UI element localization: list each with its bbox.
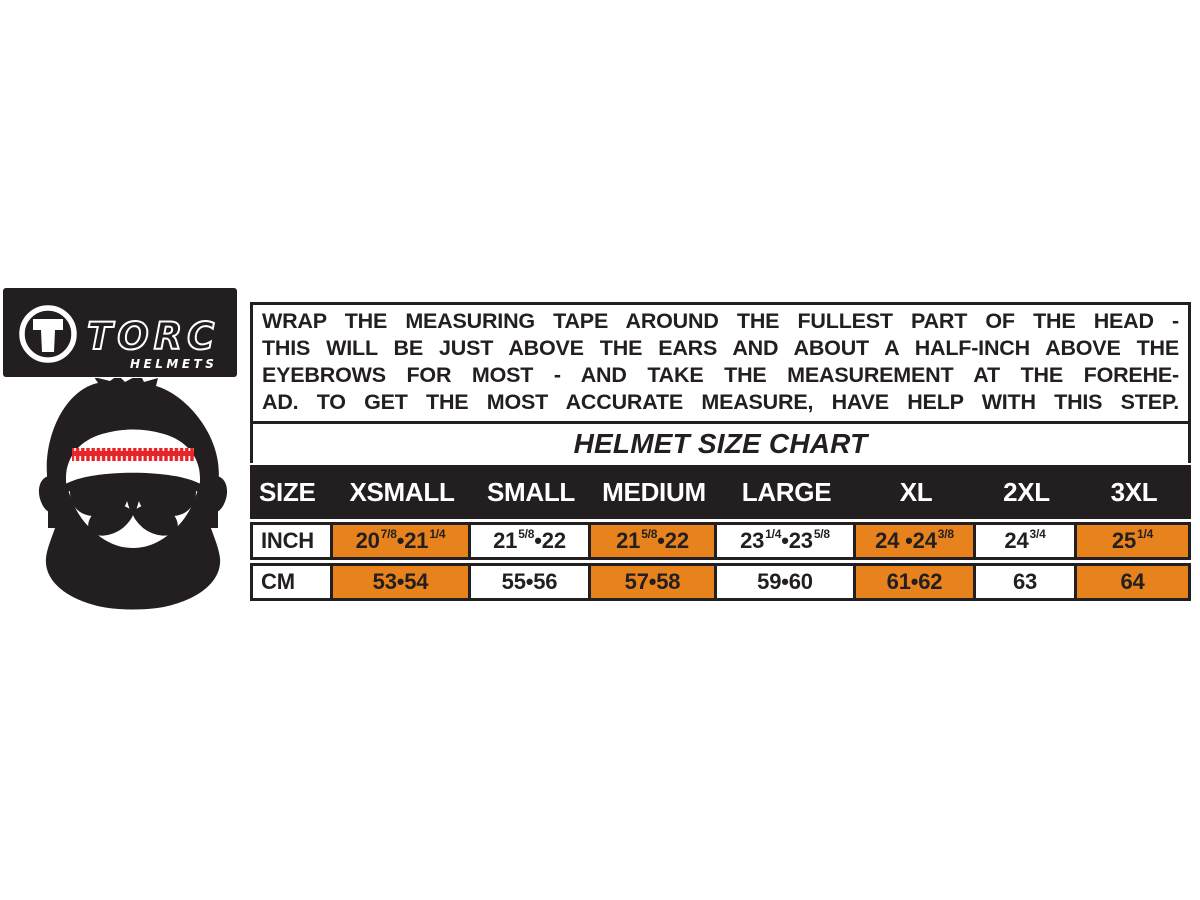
- cm-2xl: 63: [976, 563, 1077, 601]
- inch-medium: 21 5/8 •22: [591, 522, 717, 560]
- ring-icon: [19, 305, 77, 363]
- cm-xsmall: 53•54: [333, 563, 471, 601]
- row-label-cm: CM: [250, 563, 333, 601]
- cm-xl: 61•62: [856, 563, 976, 601]
- column-header-3xl: 3XL: [1110, 476, 1158, 507]
- column-header-large: LARGE: [741, 476, 832, 507]
- instruction-line-2: THIS WILL BE JUST ABOVE THE EARS AND ABO…: [262, 336, 1179, 360]
- cm-row: CM 53•54 55•56 57•58 59•60 61•62 63 64: [250, 563, 1191, 601]
- beard-shape: [45, 482, 221, 610]
- inch-2xl: 24 3/4: [976, 522, 1077, 560]
- cm-3xl: 64: [1077, 563, 1191, 601]
- column-header-xl: XL: [899, 476, 933, 507]
- column-header-small: SMALL: [486, 476, 576, 507]
- chart-content: WRAP THE MEASURING TAPE AROUND THE FULLE…: [250, 302, 1191, 601]
- measuring-tape-band: [72, 448, 194, 461]
- bearded-man-illustration: [36, 374, 230, 610]
- inch-small: 21 5/8 •22: [471, 522, 591, 560]
- torc-logo-art: TORC HELMETS: [3, 288, 237, 377]
- column-header-size: SIZE: [259, 476, 316, 507]
- tagline-text: HELMETS: [130, 357, 217, 371]
- row-label-inch: INCH: [250, 522, 333, 560]
- inch-3xl: 25 1/4: [1077, 522, 1191, 560]
- sunglasses: [52, 472, 214, 516]
- instruction-line-1: WRAP THE MEASURING TAPE AROUND THE FULLE…: [262, 309, 1179, 333]
- brand-text: TORC: [87, 315, 219, 358]
- man-art: [38, 374, 228, 610]
- column-header-medium: MEDIUM: [602, 476, 706, 507]
- inch-large: 23 1/4 •23 5/8: [717, 522, 856, 560]
- measuring-instructions: WRAP THE MEASURING TAPE AROUND THE FULLE…: [250, 302, 1191, 424]
- cm-medium: 57•58: [591, 563, 717, 601]
- torc-logo: TORC HELMETS: [3, 288, 237, 377]
- inch-row: INCH 20 7/8 •21 1/4 21 5/8 •22 21 5/8 •22 23…: [250, 522, 1191, 560]
- column-header-xsmall: XSMALL: [349, 476, 455, 507]
- size-header-row: SIZE XSMALL SMALL MEDIUM LARGE XL 2XL 3X…: [250, 465, 1191, 519]
- cm-small: 55•56: [471, 563, 591, 601]
- hair-shape: [46, 374, 219, 528]
- chart-title-row: HELMET SIZE CHART: [250, 424, 1191, 463]
- instruction-line-4: AD. TO GET THE MOST ACCURATE MEASURE, HA…: [262, 390, 1179, 414]
- mustache-shape: [88, 503, 178, 536]
- inch-xl: 24 •24 3/8: [856, 522, 976, 560]
- cm-large: 59•60: [717, 563, 856, 601]
- chart-title: HELMET SIZE CHART: [573, 427, 868, 459]
- inch-xsmall: 20 7/8 •21 1/4: [333, 522, 471, 560]
- instruction-line-3: EYEBROWS FOR MOST - AND TAKE THE MEASURE…: [262, 363, 1179, 387]
- nose-shape: [124, 491, 142, 514]
- column-header-2xl: 2XL: [1003, 476, 1050, 507]
- t-icon: [33, 319, 63, 352]
